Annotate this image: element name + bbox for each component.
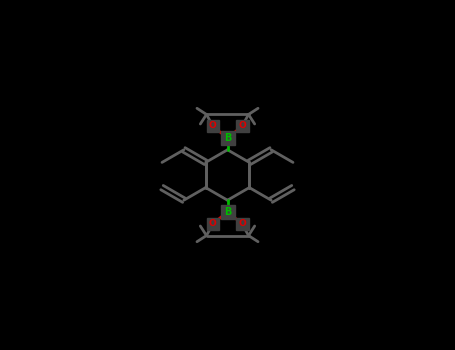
- Text: O: O: [209, 219, 217, 229]
- Bar: [221, 205, 234, 219]
- Text: B: B: [224, 207, 231, 217]
- Text: B: B: [224, 133, 231, 143]
- Text: O: O: [238, 121, 246, 131]
- Text: O: O: [238, 219, 246, 229]
- Bar: [221, 131, 234, 145]
- Bar: [236, 120, 248, 132]
- Text: O: O: [209, 121, 217, 131]
- Bar: [207, 218, 219, 230]
- Bar: [207, 120, 219, 132]
- Bar: [236, 218, 248, 230]
